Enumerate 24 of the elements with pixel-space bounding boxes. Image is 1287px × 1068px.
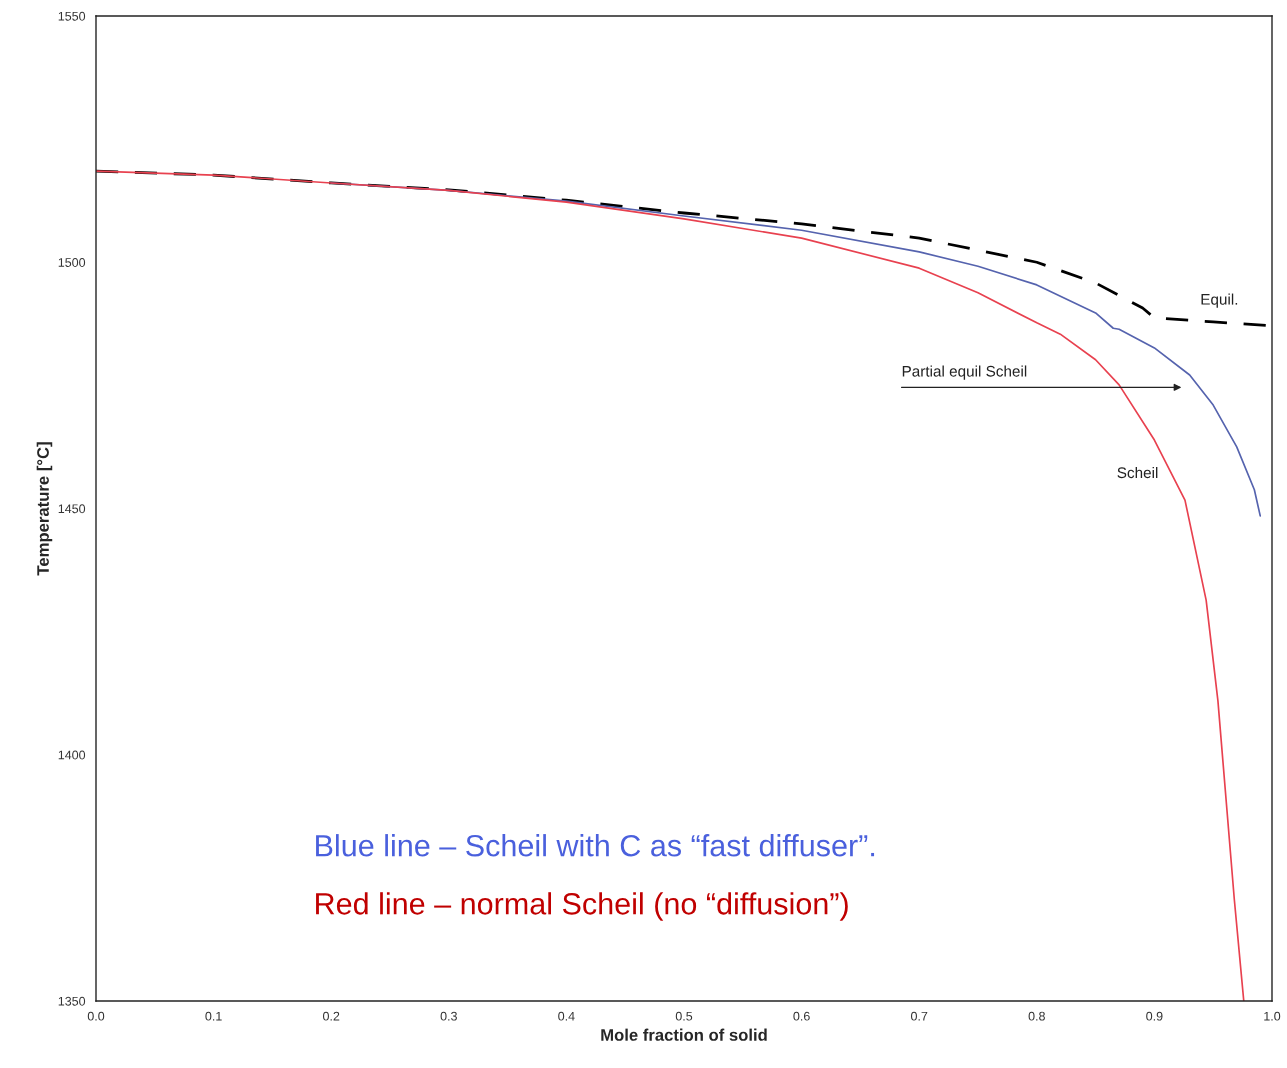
x-tick-label: 0.4: [558, 1011, 575, 1021]
y-tick-label: 1550: [58, 11, 86, 21]
annotation: Blue line – Scheil with C as “fast diffuser”.: [316, 834, 875, 857]
x-tick-label: 1.0: [1264, 1011, 1281, 1021]
x-tick-label: 0.6: [793, 1011, 810, 1021]
y-tick-label: 1400: [58, 750, 86, 760]
y-axis-title: Temperature [°C]: [36, 442, 53, 576]
x-tick-label: 0.9: [1146, 1011, 1163, 1021]
annotation: Equil.: [1201, 293, 1238, 308]
annotation: Scheil: [1117, 466, 1158, 479]
y-tick-label: 1500: [58, 258, 86, 267]
y-tick-label: 1350: [58, 996, 86, 1006]
x-tick-label: 0.2: [323, 1011, 340, 1021]
annotation: Partial equil Scheil: [902, 365, 1027, 380]
x-axis-title: Mole fraction of solid: [601, 1028, 767, 1041]
x-tick-label: 0.0: [87, 1011, 105, 1021]
x-tick-label: 0.7: [911, 1011, 928, 1021]
x-tick-label: 0.3: [440, 1011, 457, 1021]
x-tick-label: 0.8: [1028, 1011, 1045, 1021]
x-tick-label: 0.1: [205, 1011, 222, 1021]
x-tick-label: 0.5: [675, 1011, 693, 1021]
line-series: [96, 170, 1245, 1001]
annotation: Red line – normal Scheil (no “diffusion”): [316, 892, 848, 921]
y-tick-label: 1450: [58, 504, 86, 514]
